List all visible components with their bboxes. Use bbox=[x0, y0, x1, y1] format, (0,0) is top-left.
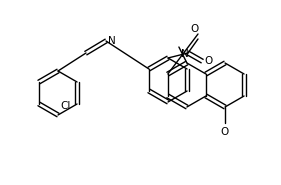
Text: Cl: Cl bbox=[61, 101, 71, 111]
Text: N: N bbox=[108, 36, 116, 46]
Text: O: O bbox=[191, 24, 199, 34]
Text: N: N bbox=[181, 49, 189, 59]
Text: O: O bbox=[221, 127, 229, 137]
Text: O: O bbox=[204, 56, 212, 66]
